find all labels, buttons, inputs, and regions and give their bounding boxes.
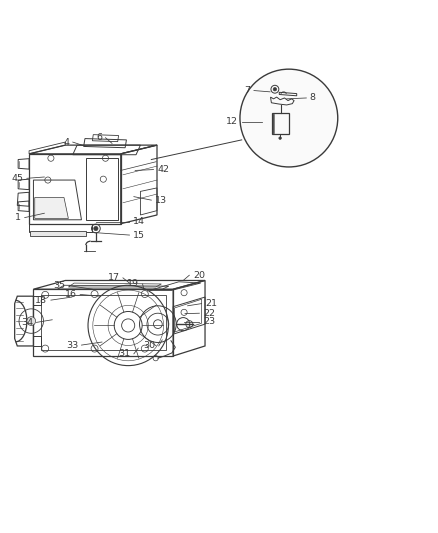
Text: 12: 12 bbox=[226, 117, 238, 126]
Circle shape bbox=[279, 137, 282, 140]
Text: 16: 16 bbox=[65, 290, 77, 299]
Polygon shape bbox=[35, 198, 68, 219]
Text: 45: 45 bbox=[11, 174, 23, 183]
Text: 35: 35 bbox=[53, 281, 66, 290]
Text: 17: 17 bbox=[107, 273, 120, 282]
Text: 31: 31 bbox=[118, 349, 131, 358]
Text: 7: 7 bbox=[244, 86, 251, 95]
Text: 18: 18 bbox=[35, 296, 47, 305]
Polygon shape bbox=[30, 231, 86, 236]
Text: 6: 6 bbox=[96, 133, 102, 142]
Text: 23: 23 bbox=[203, 317, 215, 326]
Text: 15: 15 bbox=[133, 231, 145, 239]
Text: 21: 21 bbox=[205, 299, 217, 308]
Text: 22: 22 bbox=[203, 309, 215, 318]
Text: 34: 34 bbox=[21, 318, 33, 327]
Text: 1: 1 bbox=[15, 213, 21, 222]
Text: 8: 8 bbox=[310, 93, 316, 102]
Circle shape bbox=[240, 69, 338, 167]
Text: 13: 13 bbox=[155, 196, 167, 205]
Circle shape bbox=[94, 227, 98, 231]
Text: 30: 30 bbox=[143, 342, 155, 351]
Text: 14: 14 bbox=[133, 217, 145, 227]
Text: 4: 4 bbox=[63, 138, 69, 147]
Circle shape bbox=[27, 317, 35, 326]
Text: 42: 42 bbox=[157, 165, 169, 174]
Text: 19: 19 bbox=[127, 279, 139, 288]
Text: 20: 20 bbox=[193, 271, 205, 280]
Circle shape bbox=[273, 87, 277, 91]
Text: 33: 33 bbox=[66, 341, 78, 350]
